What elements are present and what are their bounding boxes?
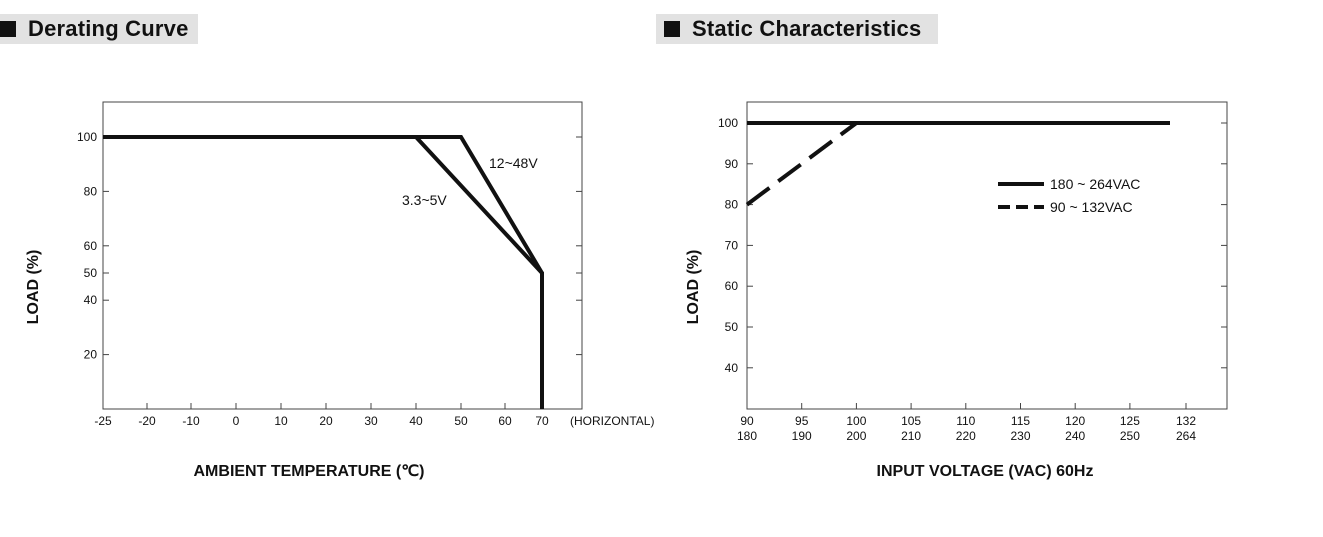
x-tick-label-secondary: 210 xyxy=(901,429,921,443)
x-tick-label: 110 xyxy=(956,414,975,428)
y-tick-label: 80 xyxy=(84,184,98,198)
derating-series-line xyxy=(103,135,544,409)
y-tick-label: 100 xyxy=(718,116,738,130)
square-bullet-icon xyxy=(0,21,16,37)
x-tick-label: 105 xyxy=(901,414,921,428)
x-tick-label: 30 xyxy=(364,414,378,428)
series-label: 12~48V xyxy=(489,155,538,171)
y-tick-label: 50 xyxy=(725,320,739,334)
y-tick-label: 60 xyxy=(725,279,739,293)
x-tick-label: 90 xyxy=(740,414,754,428)
y-tick-label: 80 xyxy=(725,198,739,212)
x-axis-title: AMBIENT TEMPERATURE (℃) xyxy=(194,463,425,480)
x-extra-label: (HORIZONTAL) xyxy=(570,414,654,428)
x-tick-label: 100 xyxy=(846,414,866,428)
x-tick-label: -25 xyxy=(94,414,112,428)
x-tick-label: 132 xyxy=(1176,414,1196,428)
series-label: 3.3~5V xyxy=(402,192,447,208)
x-tick-label: 60 xyxy=(498,414,512,428)
x-tick-label: 40 xyxy=(409,414,423,428)
x-tick-label: 70 xyxy=(535,414,549,428)
static-characteristics-title: Static Characteristics xyxy=(692,16,922,41)
x-tick-label-secondary: 264 xyxy=(1176,429,1196,443)
y-tick-label: 40 xyxy=(725,361,739,375)
x-tick-label: 120 xyxy=(1065,414,1085,428)
y-tick-label: 70 xyxy=(725,238,739,252)
x-tick-label: 125 xyxy=(1120,414,1140,428)
legend-label: 90 ~ 132VAC xyxy=(1050,199,1133,215)
x-tick-label: 0 xyxy=(233,414,240,428)
x-tick-label-secondary: 190 xyxy=(792,429,812,443)
static-characteristics-header: Static Characteristics xyxy=(656,14,938,44)
x-tick-label: -10 xyxy=(182,414,200,428)
derating-curve-header: Derating Curve xyxy=(0,14,198,44)
square-bullet-icon xyxy=(664,21,680,37)
y-axis-title: LOAD (%) xyxy=(25,250,42,325)
legend-label: 180 ~ 264VAC xyxy=(1050,176,1140,192)
x-tick-label-secondary: 240 xyxy=(1065,429,1085,443)
x-tick-label: 115 xyxy=(1011,414,1030,428)
x-tick-label: 10 xyxy=(274,414,288,428)
derating-series-line xyxy=(103,135,544,409)
x-tick-label-secondary: 250 xyxy=(1120,429,1140,443)
y-tick-label: 50 xyxy=(84,266,98,280)
x-tick-label: -20 xyxy=(138,414,156,428)
y-tick-label: 60 xyxy=(84,239,98,253)
x-axis-title: INPUT VOLTAGE (VAC) 60Hz xyxy=(877,463,1094,480)
x-tick-label-secondary: 180 xyxy=(737,429,757,443)
derating-plot-frame xyxy=(102,101,583,410)
static-plot-frame xyxy=(746,101,1228,410)
y-tick-label: 100 xyxy=(77,130,97,144)
x-tick-label-secondary: 220 xyxy=(956,429,976,443)
y-tick-label: 20 xyxy=(84,348,98,362)
y-tick-label: 40 xyxy=(84,293,98,307)
x-tick-label: 50 xyxy=(454,414,468,428)
x-tick-label-secondary: 230 xyxy=(1010,429,1030,443)
y-tick-label: 90 xyxy=(725,157,739,171)
x-tick-label: 20 xyxy=(319,414,333,428)
x-tick-label: 95 xyxy=(795,414,809,428)
derating-curve-title: Derating Curve xyxy=(28,16,189,41)
x-tick-label-secondary: 200 xyxy=(846,429,866,443)
static-series-line xyxy=(745,121,858,207)
y-axis-title: LOAD (%) xyxy=(685,250,702,325)
